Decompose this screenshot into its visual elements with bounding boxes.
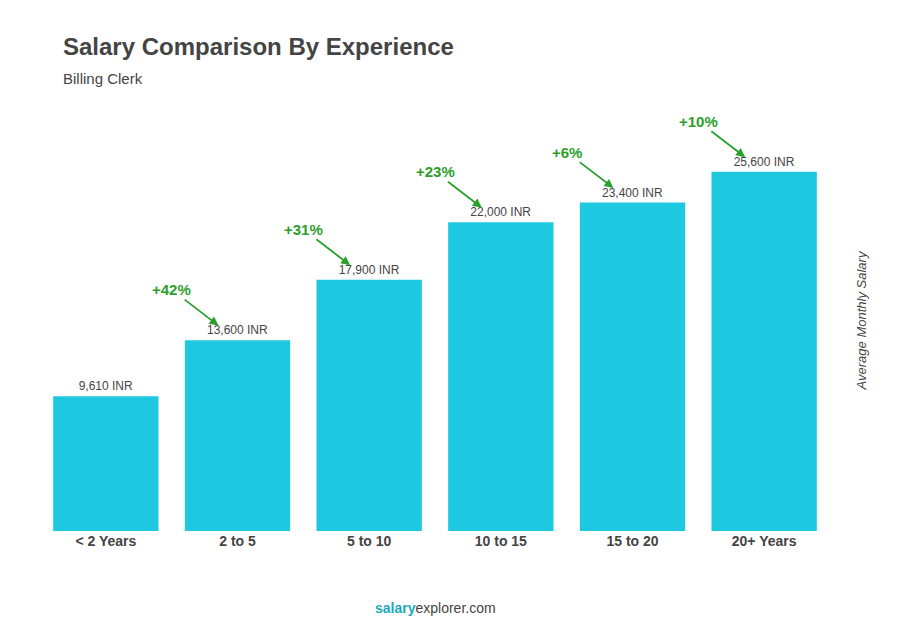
svg-text:17,900 INR: 17,900 INR [339,263,400,277]
svg-text:< 2 Years: < 2 Years [75,533,136,549]
svg-text:2 to 5: 2 to 5 [219,533,256,549]
svg-text:5 to 10: 5 to 10 [347,533,392,549]
svg-text:22,000 INR: 22,000 INR [470,205,531,219]
svg-text:Billing Clerk: Billing Clerk [63,70,143,87]
svg-text:25,600 INR: 25,600 INR [734,155,795,169]
svg-text:salaryexplorer.com: salaryexplorer.com [375,600,496,616]
svg-text:+6%: +6% [552,144,582,161]
svg-text:10 to 15: 10 to 15 [475,533,527,549]
svg-text:13,600 INR: 13,600 INR [207,323,268,337]
svg-text:Salary Comparison By Experienc: Salary Comparison By Experience [63,33,454,60]
svg-text:15 to 20: 15 to 20 [606,533,658,549]
svg-text:+31%: +31% [284,221,323,238]
svg-text:+10%: +10% [679,113,718,130]
svg-text:20+ Years: 20+ Years [732,533,797,549]
svg-text:9,610 INR: 9,610 INR [79,379,133,393]
svg-text:Average Monthly Salary: Average Monthly Salary [854,250,869,390]
svg-text:+23%: +23% [416,163,455,180]
svg-text:23,400 INR: 23,400 INR [602,186,663,200]
svg-text:+42%: +42% [152,281,191,298]
